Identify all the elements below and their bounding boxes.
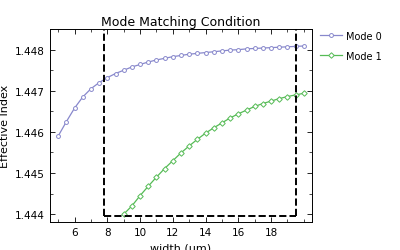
- Mode 1: [121, 213, 126, 216]
- Mode 0: [146, 61, 151, 64]
- Mode 1: [162, 167, 167, 170]
- Mode 0: [130, 66, 134, 69]
- Mode 1: [293, 94, 298, 97]
- Mode 0: [64, 121, 69, 124]
- Mode 0: [244, 48, 249, 51]
- Title: Mode Matching Condition: Mode Matching Condition: [101, 16, 261, 29]
- Mode 1: [277, 98, 282, 101]
- Mode 1: [285, 96, 290, 99]
- Mode 1: [228, 117, 232, 120]
- Mode 1: [252, 106, 257, 108]
- Mode 0: [121, 70, 126, 72]
- Line: Mode 1: Mode 1: [122, 92, 306, 216]
- Mode 0: [285, 46, 290, 49]
- Mode 0: [154, 59, 159, 62]
- Mode 0: [220, 50, 224, 53]
- Mode 0: [228, 50, 232, 52]
- Mode 0: [80, 96, 85, 99]
- Mode 1: [130, 204, 134, 208]
- Mode 1: [187, 145, 192, 148]
- Mode 0: [195, 53, 200, 56]
- Line: Mode 0: Mode 0: [56, 45, 306, 138]
- Mode 0: [187, 54, 192, 56]
- Mode 0: [211, 51, 216, 54]
- Mode 0: [277, 46, 282, 50]
- Mode 0: [269, 47, 274, 50]
- Mode 1: [146, 185, 151, 188]
- Legend: Mode 0, Mode 1: Mode 0, Mode 1: [320, 31, 382, 62]
- Mode 1: [244, 109, 249, 112]
- Mode 0: [236, 49, 241, 52]
- Mode 0: [178, 55, 183, 58]
- Mode 1: [220, 122, 224, 125]
- Mode 1: [236, 113, 241, 116]
- Mode 1: [170, 160, 175, 162]
- Mode 0: [72, 107, 77, 110]
- Mode 0: [260, 47, 265, 50]
- Mode 1: [203, 132, 208, 135]
- Y-axis label: Effective Index: Effective Index: [0, 85, 10, 168]
- Mode 1: [260, 103, 265, 106]
- X-axis label: width (μm): width (μm): [150, 243, 212, 250]
- Mode 0: [138, 64, 142, 67]
- Mode 0: [105, 77, 110, 80]
- Mode 1: [211, 127, 216, 130]
- Mode 0: [252, 48, 257, 51]
- Mode 0: [170, 56, 175, 59]
- Mode 1: [154, 176, 159, 179]
- Mode 0: [293, 46, 298, 49]
- Mode 0: [97, 82, 102, 85]
- Mode 1: [195, 138, 200, 141]
- Mode 0: [113, 73, 118, 76]
- Mode 1: [138, 194, 142, 198]
- Mode 0: [56, 135, 60, 138]
- Mode 0: [302, 45, 306, 48]
- Mode 1: [269, 100, 274, 103]
- Mode 1: [302, 92, 306, 96]
- Mode 0: [88, 88, 93, 91]
- Mode 0: [203, 52, 208, 55]
- Mode 0: [162, 58, 167, 60]
- Mode 1: [178, 152, 183, 155]
